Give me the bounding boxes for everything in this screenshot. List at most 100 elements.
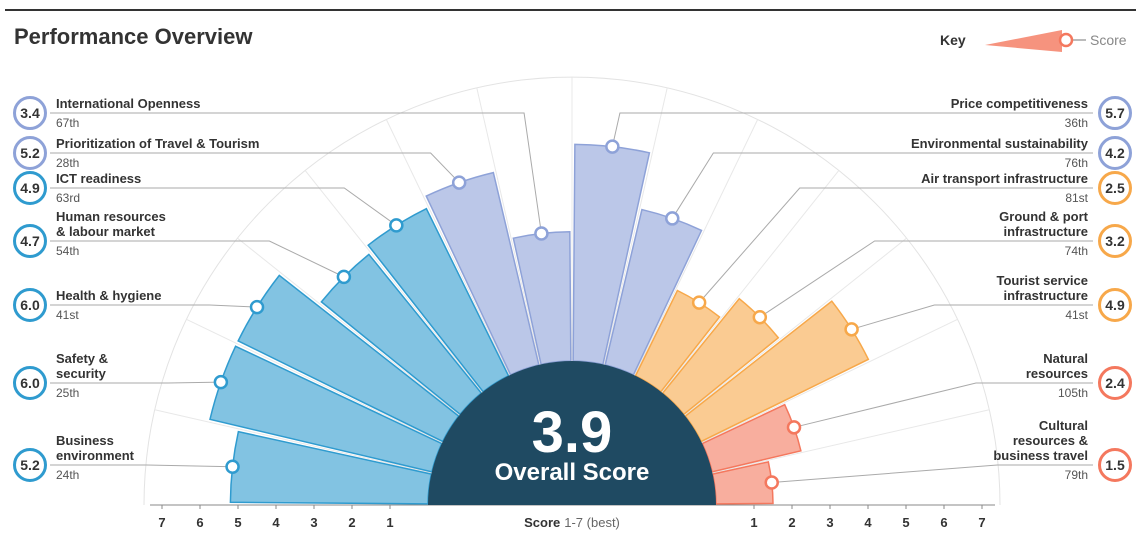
rank-label: 74th [1064, 244, 1088, 258]
leader-line [50, 240, 345, 278]
value-badge: 2.5 [1098, 171, 1132, 205]
tick-label: 4 [272, 515, 280, 530]
leader-line [671, 152, 1093, 219]
value-badge: 6.0 [13, 288, 47, 322]
spoke [712, 409, 990, 474]
value-badge: 4.9 [13, 171, 47, 205]
key-title: Key [940, 32, 966, 48]
rank-label: 79th [1064, 468, 1088, 482]
rank-label: 76th [1064, 156, 1088, 170]
tick-label: 7 [158, 515, 165, 530]
category-label: Natural resources [1025, 351, 1088, 381]
tick-label: 5 [902, 515, 909, 530]
axis-label: Score [524, 515, 560, 530]
rank-label: 28th [56, 156, 80, 170]
rank-label: 63rd [56, 191, 81, 205]
key-marker [1058, 32, 1074, 48]
rank-label: 54th [56, 244, 80, 258]
leader-line [793, 382, 1093, 428]
value-badge: 5.2 [13, 136, 47, 170]
leader-line [50, 187, 397, 226]
overall-circle [428, 361, 716, 505]
leader-line [50, 152, 460, 183]
leader-line [698, 187, 1093, 303]
rank-label: 41st [56, 308, 79, 322]
tick-label: 3 [826, 515, 833, 530]
tick-label: 7 [978, 515, 985, 530]
leader-line [50, 112, 542, 234]
category-label: ICT readiness [56, 171, 142, 186]
spoke [237, 237, 460, 416]
value-badge: 2.4 [1098, 366, 1132, 400]
value-marker [213, 374, 229, 390]
spoke [186, 318, 443, 443]
overall-value: 3.9 [532, 400, 613, 465]
category-label: Ground & port infrastructure [999, 209, 1088, 239]
value-marker [451, 175, 467, 190]
category-label: Safety & security [56, 351, 109, 381]
spoke [385, 119, 510, 376]
rank-label: 105th [1057, 386, 1088, 400]
category-label: Health & hygiene [56, 288, 162, 303]
spoke [304, 170, 483, 393]
tick-label: 4 [864, 515, 872, 530]
spoke [476, 87, 541, 365]
tick-label: 6 [940, 515, 947, 530]
category-label: Tourist service infrastructure [996, 273, 1088, 303]
key-label: Score [1090, 32, 1127, 48]
leader-line [50, 381, 221, 384]
value-marker [691, 295, 707, 310]
value-marker [752, 309, 768, 325]
value-marker [764, 475, 779, 490]
rank-label: 25th [56, 386, 80, 400]
value-marker [605, 139, 620, 154]
spoke [661, 170, 840, 393]
rank-label: 81st [1065, 191, 1088, 205]
value-badge: 5.2 [13, 448, 47, 482]
category-label: International Openness [56, 96, 201, 111]
category-label: Human resources & labour market [56, 209, 166, 239]
rank-label: 67th [56, 116, 80, 130]
value-marker [249, 299, 265, 315]
category-label: Price competitiveness [950, 96, 1088, 111]
rank-label: 36th [1064, 116, 1088, 130]
value-badge: 4.9 [1098, 288, 1132, 322]
spoke [154, 409, 432, 474]
leader-line [50, 464, 233, 468]
category-label: Air transport infrastructure [921, 171, 1088, 186]
chart-title: Performance Overview [14, 24, 253, 49]
value-badge: 4.2 [1098, 136, 1132, 170]
category-label: Environmental sustainability [911, 136, 1088, 151]
value-marker [786, 420, 802, 435]
category-label: Prioritization of Travel & Tourism [56, 136, 260, 151]
spoke [603, 87, 668, 365]
value-marker [336, 269, 352, 285]
value-marker [534, 226, 549, 241]
value-badge: 5.7 [1098, 96, 1132, 130]
overall-label: Overall Score [495, 459, 650, 486]
spoke [684, 237, 907, 416]
value-marker [665, 211, 680, 226]
leader-line [771, 464, 1093, 483]
value-badge: 1.5 [1098, 448, 1132, 482]
value-badge: 3.2 [1098, 224, 1132, 258]
value-badge: 6.0 [13, 366, 47, 400]
rank-label: 24th [56, 468, 80, 482]
tick-label: 5 [234, 515, 241, 530]
axis-title: Score 1-7 (best) [524, 515, 620, 530]
value-badge: 4.7 [13, 224, 47, 258]
tick-label: 1 [750, 515, 757, 530]
leader-line [851, 304, 1093, 330]
leader-line [759, 240, 1093, 318]
value-marker [389, 218, 404, 233]
tick-label: 2 [788, 515, 795, 530]
axis-note: 1-7 (best) [564, 515, 620, 530]
rank-label: 41st [1065, 308, 1088, 322]
spoke [634, 119, 759, 376]
category-label: Business environment [56, 433, 135, 463]
value-badge: 3.4 [13, 96, 47, 130]
key-wedge [985, 30, 1062, 52]
value-marker [225, 459, 240, 475]
